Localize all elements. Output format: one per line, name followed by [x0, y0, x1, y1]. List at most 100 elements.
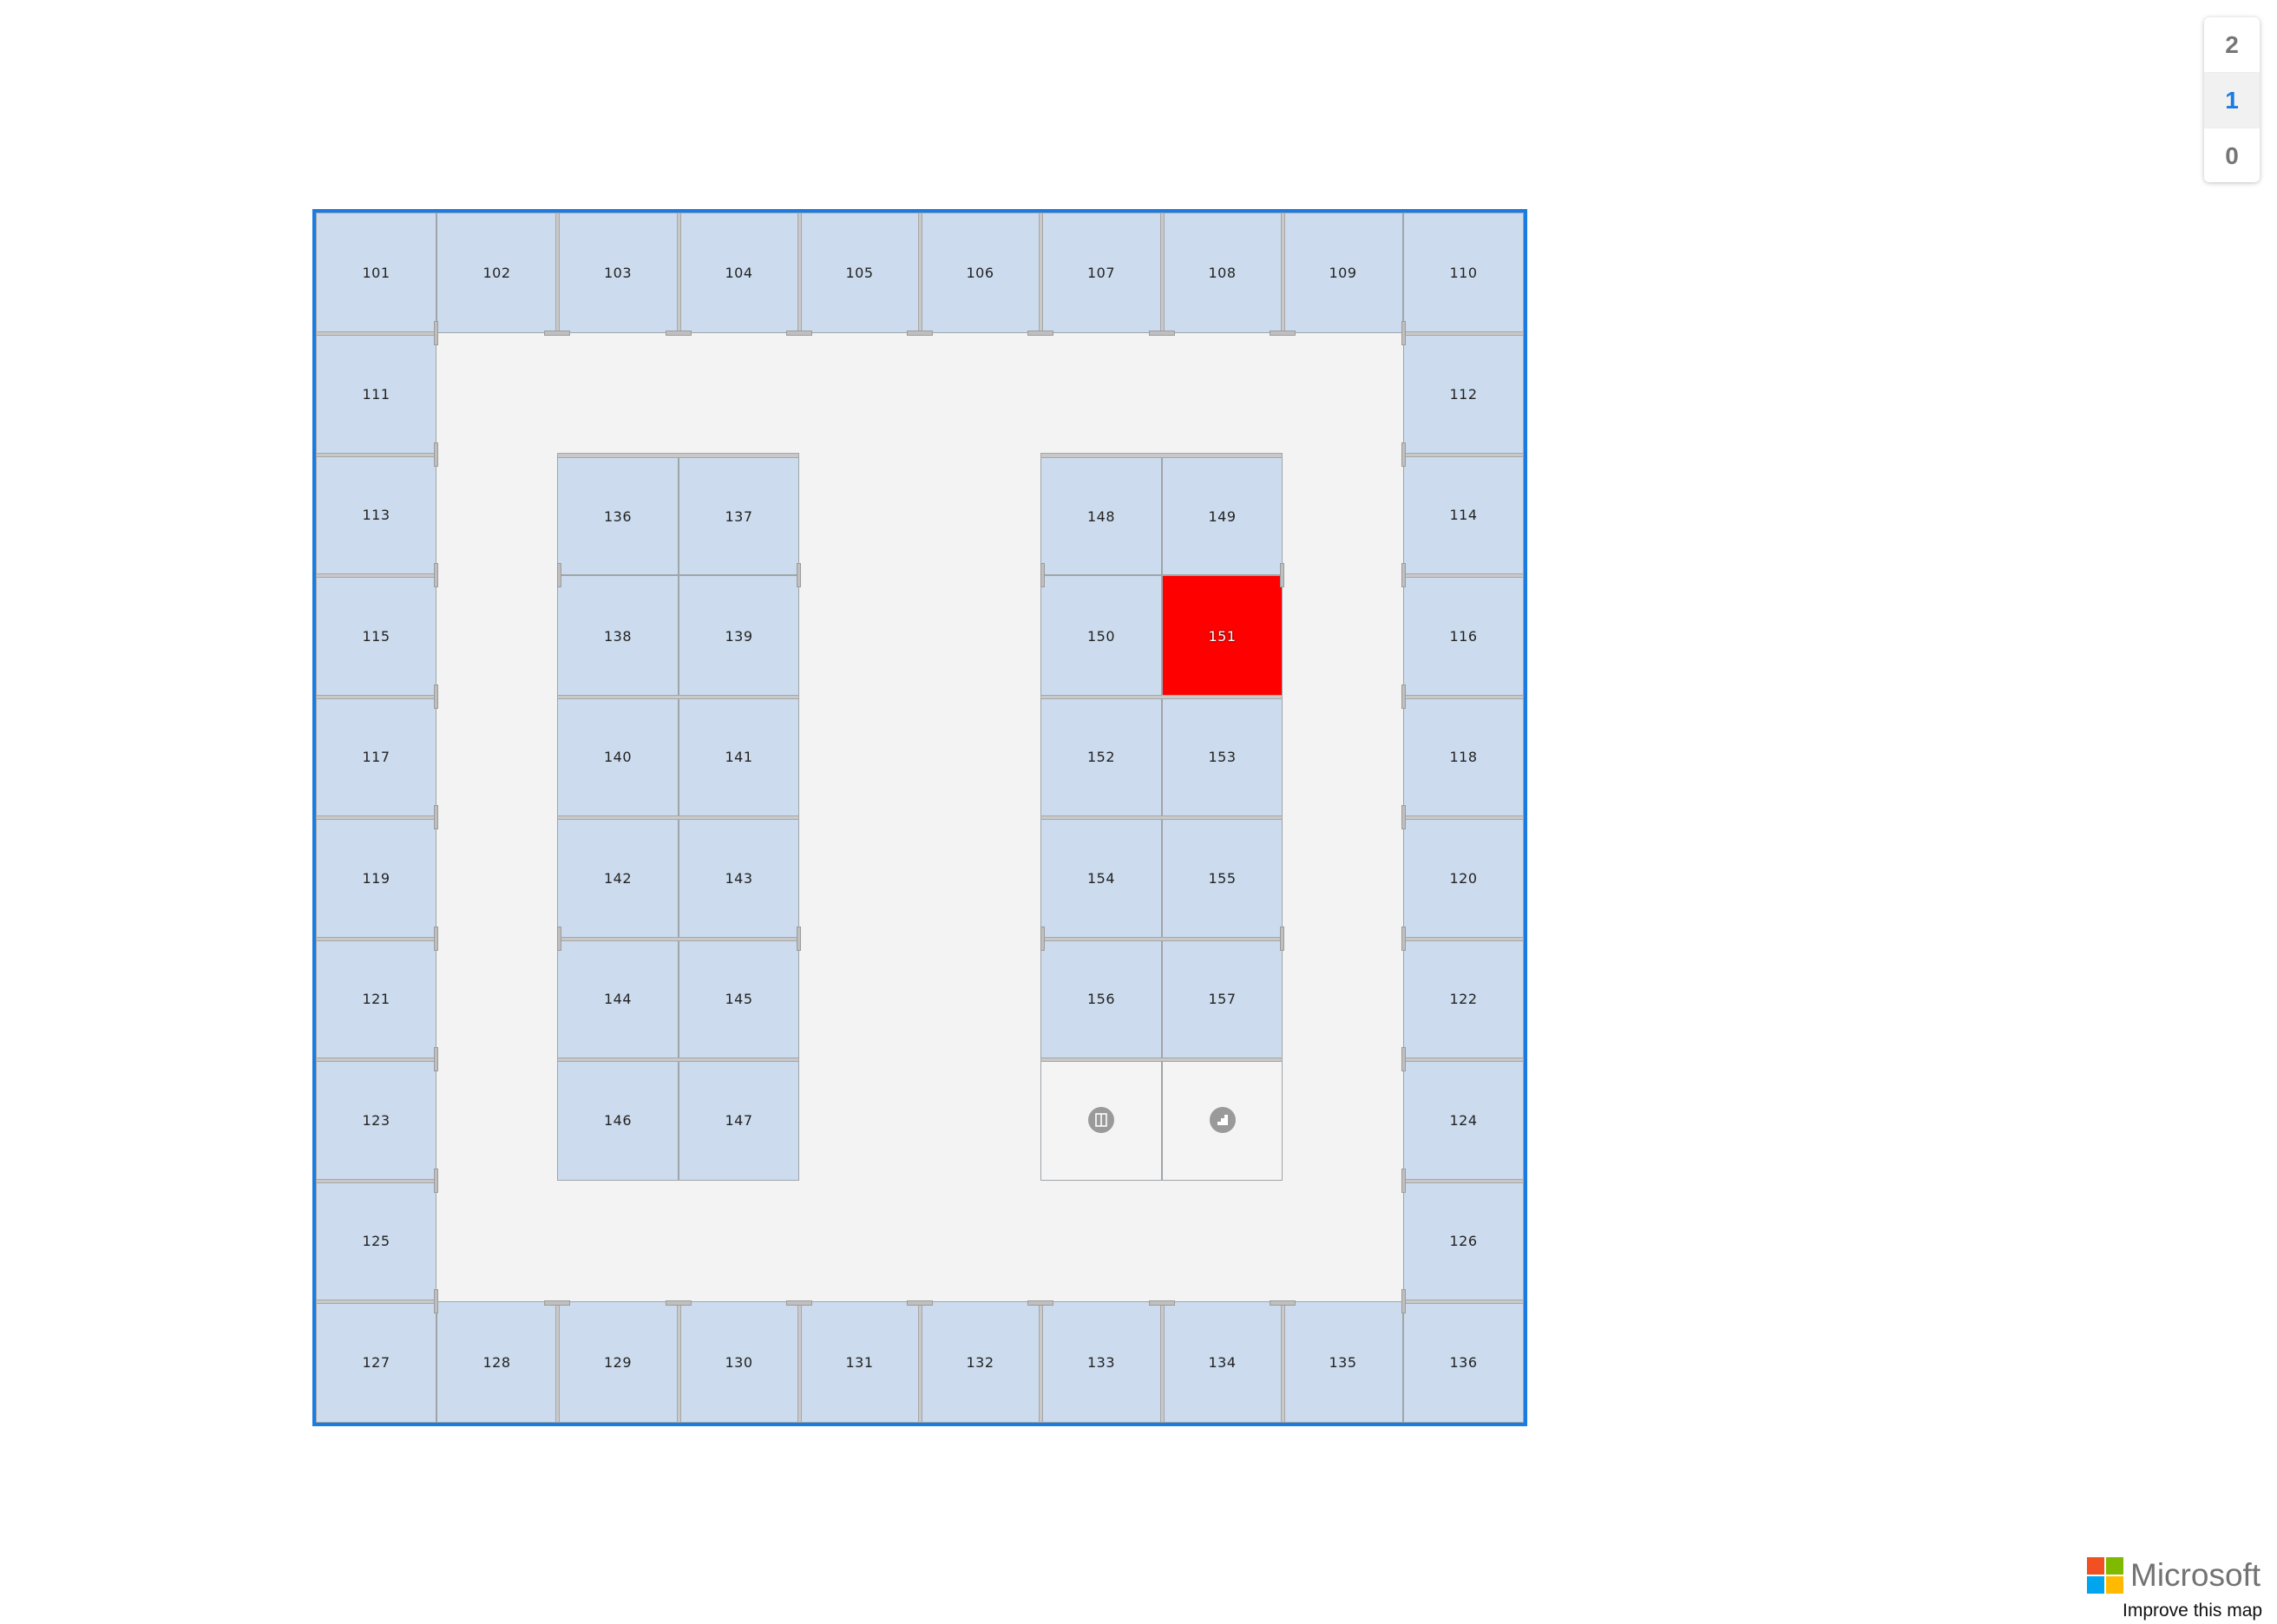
room-130[interactable]: 130	[679, 1301, 799, 1423]
room-112[interactable]: 112	[1403, 333, 1524, 455]
service-room-stairs[interactable]	[1162, 1059, 1283, 1181]
room-150[interactable]: 150	[1040, 575, 1162, 697]
wall-segment	[1039, 213, 1043, 331]
room-147[interactable]: 147	[679, 1059, 799, 1181]
room-129[interactable]: 129	[557, 1301, 679, 1423]
room-108[interactable]: 108	[1162, 213, 1283, 333]
room-102[interactable]: 102	[436, 213, 557, 333]
door-marker	[1027, 331, 1053, 336]
room-116[interactable]: 116	[1403, 575, 1524, 697]
room-120[interactable]: 120	[1403, 817, 1524, 939]
room-127[interactable]: 127	[316, 1301, 436, 1423]
wall-segment	[1403, 453, 1524, 457]
room-149[interactable]: 149	[1162, 457, 1283, 575]
wall-segment	[1160, 1304, 1165, 1423]
room-152[interactable]: 152	[1040, 697, 1162, 817]
room-154[interactable]: 154	[1040, 817, 1162, 939]
room-155[interactable]: 155	[1162, 817, 1283, 939]
room-141[interactable]: 141	[679, 697, 799, 817]
door-marker	[1149, 331, 1175, 336]
wall-segment	[1281, 213, 1285, 331]
room-128[interactable]: 128	[436, 1301, 557, 1423]
room-146[interactable]: 146	[557, 1059, 679, 1181]
door-marker	[1401, 1289, 1406, 1313]
door-marker	[1270, 331, 1296, 336]
wall-segment	[316, 1058, 436, 1062]
room-103[interactable]: 103	[557, 213, 679, 333]
room-114[interactable]: 114	[1403, 455, 1524, 575]
room-138[interactable]: 138	[557, 575, 679, 697]
floor-0-button[interactable]: 0	[2225, 141, 2239, 169]
door-marker	[434, 927, 438, 951]
room-124[interactable]: 124	[1403, 1059, 1524, 1181]
room-118[interactable]: 118	[1403, 697, 1524, 817]
wall-segment	[1403, 695, 1524, 699]
microsoft-logo: Microsoft	[2087, 1557, 2261, 1594]
door-marker	[1040, 927, 1045, 951]
service-room-elevator[interactable]	[1040, 1059, 1162, 1181]
door-marker	[1040, 563, 1045, 587]
floor-2-button[interactable]: 2	[2204, 17, 2260, 73]
door-marker	[666, 1300, 692, 1306]
room-126[interactable]: 126	[1403, 1181, 1524, 1301]
room-104[interactable]: 104	[679, 213, 799, 333]
floor-1-button[interactable]: 1	[2204, 73, 2260, 128]
room-135[interactable]: 135	[1283, 1301, 1403, 1423]
room-144[interactable]: 144	[557, 939, 679, 1059]
door-marker	[1401, 1169, 1406, 1193]
wall-segment	[918, 1304, 922, 1423]
improve-map-link[interactable]: Improve this map	[2123, 1601, 2263, 1621]
wall-segment	[1040, 1058, 1283, 1062]
room-143[interactable]: 143	[679, 817, 799, 939]
room-122[interactable]: 122	[1403, 939, 1524, 1059]
room-119[interactable]: 119	[316, 817, 436, 939]
wall-segment	[1039, 1304, 1043, 1423]
room-156[interactable]: 156	[1040, 939, 1162, 1059]
room-136[interactable]: 136	[557, 457, 679, 575]
room-136[interactable]: 136	[1403, 1301, 1524, 1423]
room-113[interactable]: 113	[316, 455, 436, 575]
room-121[interactable]: 121	[316, 939, 436, 1059]
room-139[interactable]: 139	[679, 575, 799, 697]
room-105[interactable]: 105	[799, 213, 920, 333]
room-107[interactable]: 107	[1040, 213, 1162, 333]
room-148[interactable]: 148	[1040, 457, 1162, 575]
room-145[interactable]: 145	[679, 939, 799, 1059]
door-marker	[544, 331, 570, 336]
room-137[interactable]: 137	[679, 457, 799, 575]
wall-segment	[797, 1304, 802, 1423]
door-marker	[786, 1300, 812, 1306]
room-110[interactable]: 110	[1403, 213, 1524, 333]
door-marker	[786, 331, 812, 336]
room-140[interactable]: 140	[557, 697, 679, 817]
wall-segment	[1040, 937, 1283, 941]
door-marker	[1401, 927, 1406, 951]
room-117[interactable]: 117	[316, 697, 436, 817]
room-157[interactable]: 157	[1162, 939, 1283, 1059]
room-111[interactable]: 111	[316, 333, 436, 455]
wall-segment	[918, 213, 922, 331]
wall-segment	[316, 1179, 436, 1183]
room-133[interactable]: 133	[1040, 1301, 1162, 1423]
room-151[interactable]: 151	[1162, 575, 1283, 697]
door-marker	[434, 1047, 438, 1071]
room-106[interactable]: 106	[920, 213, 1040, 333]
wall-segment	[1403, 815, 1524, 820]
room-142[interactable]: 142	[557, 817, 679, 939]
room-101[interactable]: 101	[316, 213, 436, 333]
room-132[interactable]: 132	[920, 1301, 1040, 1423]
door-marker	[666, 331, 692, 336]
wall-segment	[1040, 815, 1283, 820]
room-125[interactable]: 125	[316, 1181, 436, 1301]
wall-segment	[316, 815, 436, 820]
room-109[interactable]: 109	[1283, 213, 1403, 333]
room-131[interactable]: 131	[799, 1301, 920, 1423]
door-marker	[797, 927, 801, 951]
wall-segment	[557, 695, 799, 699]
room-115[interactable]: 115	[316, 575, 436, 697]
room-134[interactable]: 134	[1162, 1301, 1283, 1423]
door-marker	[434, 442, 438, 467]
room-153[interactable]: 153	[1162, 697, 1283, 817]
room-123[interactable]: 123	[316, 1059, 436, 1181]
